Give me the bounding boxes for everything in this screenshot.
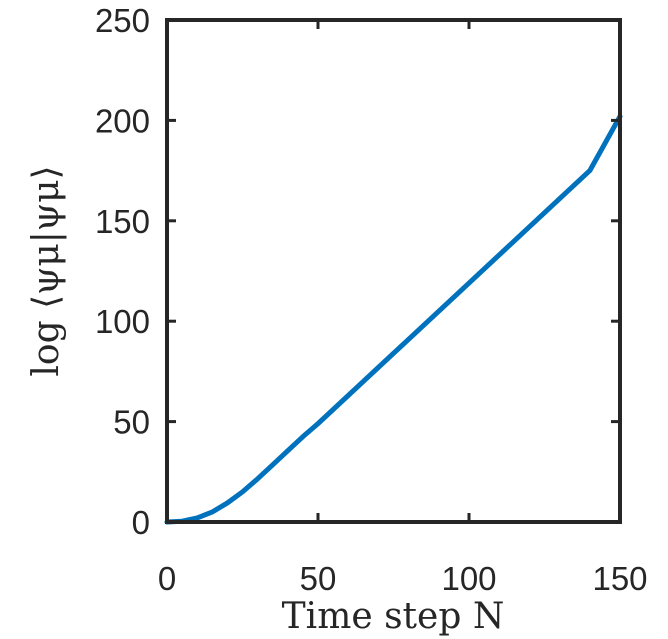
y-tick-label: 200 xyxy=(95,102,150,139)
y-tick-label: 250 xyxy=(95,2,150,39)
axes-box xyxy=(165,18,622,524)
y-axis-label: log ⟨ψμ|ψμ⟩ xyxy=(26,165,67,376)
y-tick-label: 0 xyxy=(132,504,150,541)
series-line-0 xyxy=(164,113,623,525)
y-tick-label: 100 xyxy=(95,303,150,340)
x-tick-label: 50 xyxy=(300,560,337,597)
plot-area xyxy=(164,18,623,525)
y-tick-label: 50 xyxy=(113,404,150,441)
tick-labels: 0 50 100 150 0 50 100 150 200 250 xyxy=(95,2,648,597)
x-tick-label: 100 xyxy=(441,560,496,597)
x-tick-label: 0 xyxy=(158,560,176,597)
x-tick-label: 150 xyxy=(592,560,647,597)
y-tick-label: 150 xyxy=(95,203,150,240)
x-axis-label: Time step N xyxy=(282,596,505,637)
axis-ticks xyxy=(165,18,622,524)
